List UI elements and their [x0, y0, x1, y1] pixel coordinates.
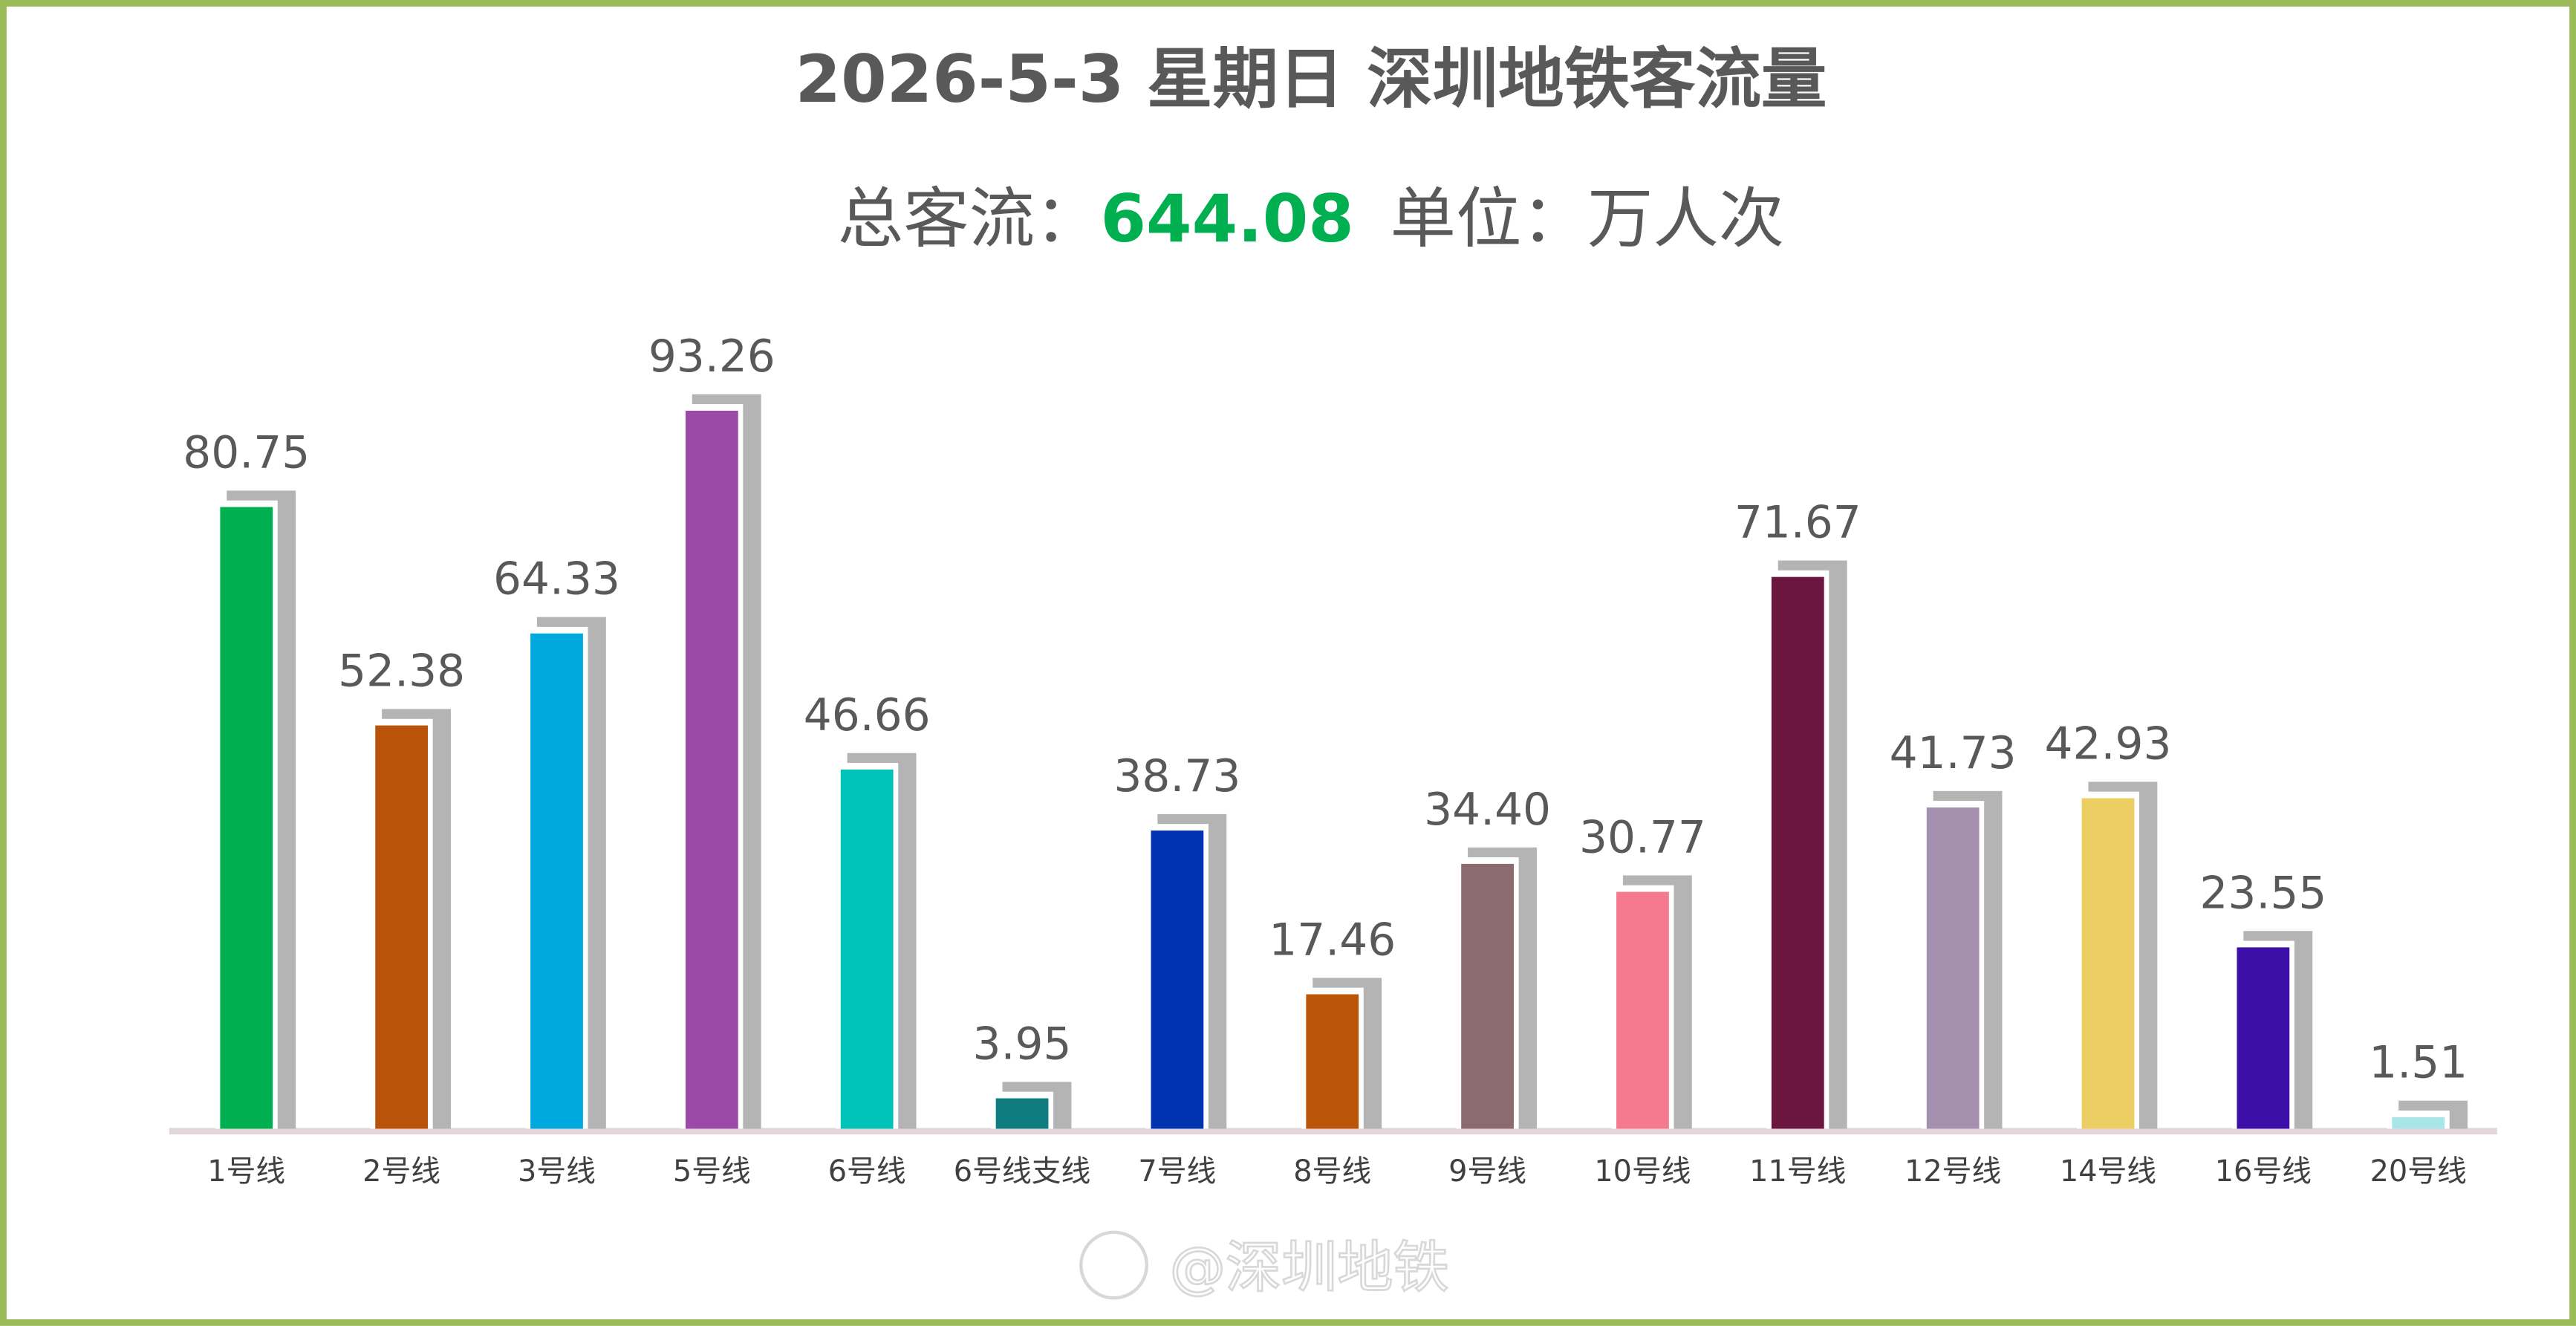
- x-tick-label: 16号线: [2215, 1154, 2312, 1189]
- x-tick-label: 9号线: [1448, 1154, 1526, 1189]
- x-tick-label: 12号线: [1905, 1154, 2001, 1189]
- bar: [2237, 947, 2290, 1129]
- x-tick-label: 14号线: [2060, 1154, 2156, 1189]
- value-label: 52.38: [338, 646, 465, 697]
- total: 644.08: [1101, 181, 1354, 257]
- bar: [1926, 807, 1980, 1129]
- value-label: 38.73: [1113, 751, 1240, 802]
- x-tick-label: 11号线: [1749, 1154, 1846, 1189]
- value-label: 46.66: [804, 690, 931, 741]
- value-label: 1.51: [2369, 1038, 2468, 1089]
- value-label: 17.46: [1269, 914, 1396, 966]
- bar: [530, 633, 583, 1129]
- value-label: 30.77: [1579, 812, 1706, 863]
- x-tick-label: 1号线: [207, 1154, 285, 1189]
- bar: [840, 769, 894, 1129]
- value-label: 71.67: [1734, 498, 1861, 549]
- x-tick-label: 20号线: [2370, 1154, 2467, 1189]
- bar: [1461, 863, 1514, 1129]
- bar: [685, 410, 738, 1129]
- bar: [995, 1098, 1049, 1129]
- value-label: 3.95: [973, 1018, 1072, 1070]
- value-label: 93.26: [648, 331, 775, 383]
- subtitle-prefix: 总客流：: [838, 181, 1101, 257]
- x-tick-label: 10号线: [1594, 1154, 1691, 1189]
- bar: [1306, 994, 1359, 1129]
- bar: [1616, 891, 1669, 1129]
- x-tick-label: 3号线: [518, 1154, 596, 1189]
- value-label: 34.40: [1424, 784, 1551, 836]
- value-label: 41.73: [1890, 728, 2017, 779]
- subtitle: 总客流：644.08 单位：万人次: [838, 181, 1785, 257]
- bar: [2392, 1117, 2445, 1129]
- bar: [2081, 798, 2135, 1129]
- x-tick-label: 8号线: [1293, 1154, 1371, 1189]
- value-label: 64.33: [493, 554, 620, 605]
- bar: [1151, 831, 1204, 1129]
- watermark: @深圳地铁: [1170, 1235, 1449, 1300]
- watermark-icon: [1079, 1230, 1149, 1300]
- bar: [220, 507, 273, 1129]
- x-tick-label: 7号线: [1138, 1154, 1216, 1189]
- subtitle-suffix: 单位：万人次: [1391, 181, 1785, 257]
- x-tick-label: 6号线支线: [954, 1154, 1091, 1189]
- value-label: 42.93: [2045, 718, 2172, 770]
- value-label: 80.75: [183, 427, 310, 478]
- x-tick-label: 2号线: [362, 1154, 440, 1189]
- x-tick-label: 6号线: [828, 1154, 906, 1189]
- chart-title: 2026-5-3 星期日 深圳地铁客流量: [796, 41, 1827, 117]
- bar: [375, 725, 429, 1129]
- bar: [1771, 576, 1824, 1129]
- value-label: 23.55: [2199, 868, 2326, 919]
- x-tick-label: 5号线: [673, 1154, 751, 1189]
